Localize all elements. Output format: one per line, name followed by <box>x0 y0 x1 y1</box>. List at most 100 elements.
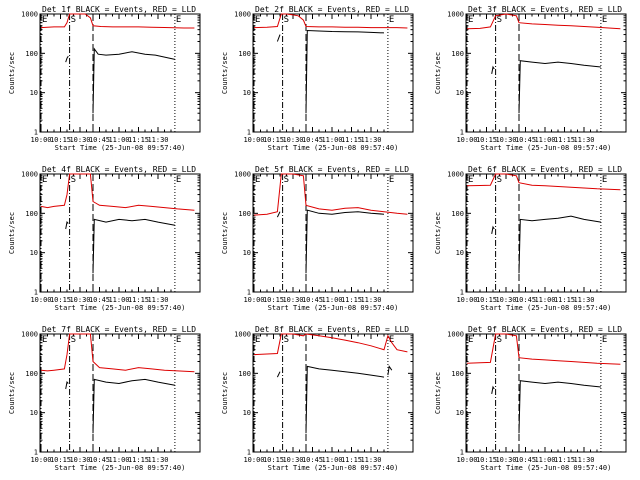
x-tick-label: 10:45 <box>89 296 110 304</box>
events-series-line <box>491 385 495 394</box>
event-marker-label: E <box>389 335 394 345</box>
x-tick-label: 11:30 <box>360 136 381 144</box>
events-series-line <box>65 221 69 230</box>
y-axis-label: Counts/sec <box>8 212 16 254</box>
x-axis-label: Start Time (25-Jun-08 09:57:40) <box>268 464 399 472</box>
event-marker-label: E <box>602 175 607 185</box>
plot-frame <box>252 13 414 133</box>
y-tick-label: 100 <box>451 50 464 58</box>
event-marker-label: S <box>497 15 502 25</box>
x-tick-label: 10:00 <box>243 136 264 144</box>
x-tick-label: 10:00 <box>243 456 264 464</box>
chart-title: Det 5f BLACK = Events, RED = LLD <box>255 165 409 174</box>
x-tick-label: 10:00 <box>30 456 51 464</box>
events-series-line <box>65 55 69 63</box>
lld-series-line <box>40 13 195 29</box>
chart-panel: Det 5f BLACK = Events, RED = LLD 1 10 100 10… <box>221 165 414 312</box>
events-series-line <box>305 29 385 114</box>
y-axis-label: Counts/sec <box>8 52 16 94</box>
lld-series-line <box>466 13 621 30</box>
y-tick-label: 1000 <box>234 11 251 19</box>
chart-title: Det 2f BLACK = Events, RED = LLD <box>255 5 409 14</box>
lld-series-line <box>466 173 621 191</box>
y-tick-label: 1000 <box>21 11 38 19</box>
plot-frame <box>465 333 627 453</box>
event-marker-label: E <box>389 15 394 25</box>
event-marker-label: E <box>42 15 47 25</box>
y-tick-label: 1000 <box>234 171 251 179</box>
y-tick-label: 100 <box>238 210 251 218</box>
x-tick-label: 10:30 <box>69 456 90 464</box>
x-tick-label: 10:45 <box>302 296 323 304</box>
plot-frame <box>39 333 201 453</box>
x-axis-label: Start Time (25-Jun-08 09:57:40) <box>481 464 612 472</box>
event-marker-label: E <box>602 335 607 345</box>
x-tick-label: 10:00 <box>243 296 264 304</box>
events-series-line <box>518 380 601 434</box>
y-tick-label: 100 <box>25 210 38 218</box>
y-tick-label: 100 <box>238 370 251 378</box>
x-tick-label: 11:30 <box>573 456 594 464</box>
x-tick-label: 11:00 <box>534 296 555 304</box>
x-tick-label: 10:45 <box>89 456 110 464</box>
x-tick-label: 11:00 <box>108 296 129 304</box>
chart-title: Det 6f BLACK = Events, RED = LLD <box>468 165 622 174</box>
x-tick-label: 11:30 <box>573 296 594 304</box>
events-series-line <box>305 365 385 434</box>
y-axis-label: Counts/sec <box>221 372 229 414</box>
y-tick-label: 1 <box>460 129 464 137</box>
x-tick-label: 11:30 <box>147 296 168 304</box>
events-series-line <box>491 225 495 234</box>
x-tick-label: 10:00 <box>456 136 477 144</box>
y-axis-label: Counts/sec <box>221 52 229 94</box>
events-series-line <box>65 381 69 390</box>
events-series-line <box>92 378 175 434</box>
x-tick-label: 10:15 <box>476 456 497 464</box>
chart-title: Det 9f BLACK = Events, RED = LLD <box>468 325 622 334</box>
x-tick-label: 11:00 <box>321 456 342 464</box>
chart-title: Det 4f BLACK = Events, RED = LLD <box>42 165 196 174</box>
x-tick-label: 10:30 <box>282 456 303 464</box>
events-series-line <box>518 215 601 274</box>
y-axis-label: Counts/sec <box>221 212 229 254</box>
x-tick-label: 11:15 <box>554 136 575 144</box>
events-series-line <box>92 218 175 274</box>
event-marker-label: S <box>497 175 502 185</box>
x-tick-label: 11:30 <box>147 456 168 464</box>
plot-frame <box>465 173 627 293</box>
y-tick-label: 1 <box>460 449 464 457</box>
x-tick-label: 10:30 <box>282 296 303 304</box>
y-tick-label: 10 <box>456 249 464 257</box>
x-tick-label: 10:00 <box>30 296 51 304</box>
x-axis-label: Start Time (25-Jun-08 09:57:40) <box>268 144 399 152</box>
x-tick-label: 10:45 <box>302 136 323 144</box>
y-tick-label: 10 <box>456 89 464 97</box>
x-tick-label: 11:30 <box>147 136 168 144</box>
x-tick-label: 11:00 <box>321 136 342 144</box>
x-tick-label: 10:30 <box>495 136 516 144</box>
event-marker-label: E <box>389 175 394 185</box>
chart-panel: Det 4f BLACK = Events, RED = LLD 1 10 100 10… <box>8 165 201 312</box>
y-tick-label: 100 <box>451 210 464 218</box>
chart-panel: Det 2f BLACK = Events, RED = LLD 1 10 100 10… <box>221 5 414 152</box>
event-marker-label: S <box>71 335 76 345</box>
event-marker-label: S <box>71 15 76 25</box>
x-tick-label: 11:00 <box>108 456 129 464</box>
lld-series-line <box>466 333 621 365</box>
y-tick-label: 1 <box>34 449 38 457</box>
events-series-line <box>92 47 176 114</box>
event-marker-label: E <box>176 175 181 185</box>
x-tick-label: 11:00 <box>108 136 129 144</box>
events-series-line <box>305 209 385 274</box>
event-marker-label: E <box>255 175 260 185</box>
x-tick-label: 11:15 <box>341 296 362 304</box>
y-tick-label: 10 <box>456 409 464 417</box>
x-tick-label: 10:30 <box>282 136 303 144</box>
y-tick-label: 10 <box>30 89 38 97</box>
x-tick-label: 10:30 <box>495 456 516 464</box>
event-marker-label: E <box>468 15 473 25</box>
plot-frame <box>252 173 414 293</box>
x-tick-label: 11:15 <box>554 296 575 304</box>
x-tick-label: 10:00 <box>456 296 477 304</box>
y-axis-label: Counts/sec <box>8 372 16 414</box>
